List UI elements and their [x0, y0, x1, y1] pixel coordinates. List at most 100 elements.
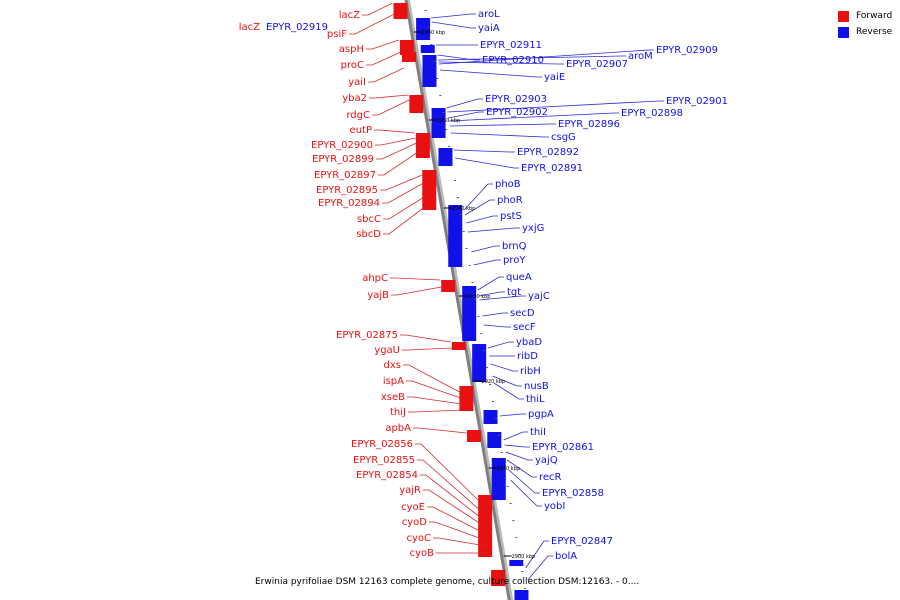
reverse-gene-label: nusB — [524, 381, 549, 392]
scale-label: 2950 kbp — [437, 118, 461, 124]
reverse-gene-label: pgpA — [528, 409, 554, 420]
forward-gene-label: psiF — [327, 29, 347, 40]
forward-gene-label: EPYR_02875 — [336, 330, 398, 341]
reverse-gene-label: proY — [503, 255, 526, 266]
reverse-gene-block — [472, 344, 487, 382]
reverse-leader-line — [493, 382, 524, 400]
reverse-gene-label: phoB — [495, 179, 521, 190]
tick-mark — [494, 418, 497, 419]
reverse-gene-label: EPYR_02907 — [566, 59, 628, 70]
reverse-leader-line — [478, 291, 505, 297]
reverse-gene-label: EPYR_02861 — [532, 442, 594, 453]
tick-mark — [521, 571, 524, 572]
forward-gene-label: rdgC — [346, 110, 370, 121]
forward-gene-label: eutP — [350, 125, 372, 136]
tick-mark — [471, 282, 474, 283]
tick-mark — [465, 248, 468, 249]
reverse-gene-block — [448, 205, 463, 267]
scale-label: 2940 kbp — [452, 206, 476, 212]
forward-leader-line — [376, 142, 417, 160]
reverse-gene-label: EPYR_02902 — [486, 107, 548, 118]
reverse-gene-label: csgG — [551, 132, 576, 143]
forward-leader-line — [420, 474, 482, 519]
reverse-gene-block — [438, 148, 453, 166]
reverse-leader-line — [473, 259, 501, 266]
forward-gene-label: yajR — [399, 485, 421, 496]
reverse-leader-line — [527, 555, 553, 581]
forward-gene-label: proC — [341, 60, 364, 71]
reverse-gene-block — [514, 590, 529, 600]
tick-mark — [433, 61, 436, 62]
forward-gene-label: EPYR_02856 — [351, 439, 413, 450]
forward-gene-label: dxs — [384, 360, 401, 371]
forward-gene-label: cyoE — [401, 502, 425, 513]
forward-leader-line — [402, 347, 452, 351]
gene-blocks — [393, 3, 529, 600]
reverse-leader-line — [525, 540, 549, 569]
forward-gene-label: xseB — [381, 392, 405, 403]
tick-mark — [515, 537, 518, 538]
tick-mark — [474, 299, 477, 300]
tick-mark — [524, 588, 527, 589]
forward-gene-label: ispA — [383, 376, 404, 387]
legend-reverse-label: Reverse — [856, 27, 893, 37]
reverse-leader-line — [453, 149, 515, 153]
reverse-gene-label: yobI — [544, 501, 565, 512]
tick-mark — [424, 10, 427, 11]
forward-gene-label: sbcD — [356, 229, 381, 240]
forward-gene-block — [422, 170, 437, 210]
forward-leader-line — [407, 396, 462, 405]
forward-leader-line — [423, 489, 483, 526]
forward-leader-line — [390, 277, 441, 281]
reverse-gene-label: yajC — [528, 291, 550, 302]
reverse-gene-label: EPYR_02892 — [517, 147, 579, 158]
forward-gene-label: EPYR_02900 — [311, 140, 373, 151]
forward-gene-label: yaiI — [348, 77, 366, 88]
reverse-leader-line — [431, 21, 476, 29]
forward-leader-line — [433, 537, 486, 547]
reverse-gene-label: thiL — [526, 394, 545, 405]
legend-reverse-swatch — [838, 26, 849, 38]
reverse-gene-label: EPYR_02891 — [521, 163, 583, 174]
reverse-gene-label: pstS — [500, 211, 522, 222]
reverse-leader-line — [482, 312, 508, 317]
scale-label: 2930 kbp — [467, 294, 491, 300]
reverse-leader-line — [438, 49, 654, 65]
forward-leader-line — [366, 51, 402, 66]
reverse-leader-line — [503, 431, 528, 441]
reverse-leader-line — [449, 123, 556, 127]
reverse-leader-line — [431, 13, 476, 19]
reverse-gene-label: EPYR_02903 — [485, 94, 547, 105]
reverse-gene-label: yaiE — [544, 72, 565, 83]
reverse-leader-line — [508, 469, 540, 494]
forward-leader-line — [417, 459, 480, 511]
reverse-gene-label: secF — [513, 322, 536, 333]
reverse-gene-block — [509, 560, 524, 566]
leader-lines — [349, 2, 664, 581]
reverse-leader-line — [448, 112, 619, 122]
forward-leader-line — [383, 204, 428, 235]
reverse-leader-line — [463, 183, 493, 211]
reverse-gene-block — [483, 410, 498, 424]
reverse-leader-line — [447, 100, 664, 113]
reverse-leader-line — [510, 479, 542, 507]
forward-leader-line — [400, 334, 451, 343]
tick-mark — [512, 520, 515, 521]
forward-gene-label: ahpC — [362, 273, 388, 284]
forward-leader-line — [372, 99, 410, 116]
forward-leader-line — [415, 443, 479, 501]
forward-leader-line — [427, 506, 484, 534]
reverse-gene-block — [431, 108, 446, 138]
scale-label: 2920 kbp — [482, 379, 506, 385]
forward-leader-line — [362, 2, 393, 16]
reverse-gene-label: EPYR_02901 — [666, 96, 728, 107]
tick-mark — [506, 486, 509, 487]
reverse-gene-label: EPYR_02847 — [551, 536, 613, 547]
reverse-gene-label: EPYR_02911 — [480, 40, 542, 51]
tick-mark — [486, 367, 489, 368]
reverse-leader-line — [446, 98, 483, 109]
reverse-gene-label: EPYR_02910 — [482, 55, 544, 66]
forward-leader-line — [429, 521, 486, 541]
forward-leader-line — [380, 174, 423, 191]
reverse-gene-block — [491, 458, 506, 500]
